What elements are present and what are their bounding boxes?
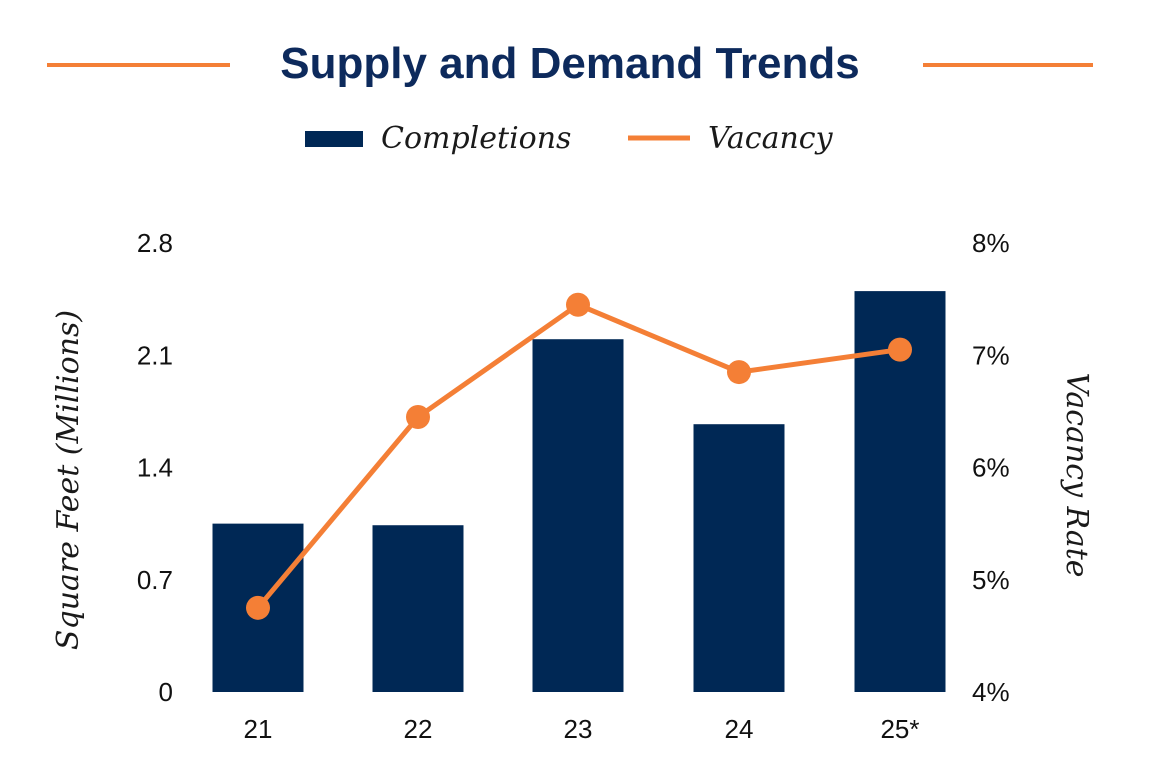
y-left-tick-label: 2.1 — [137, 340, 173, 370]
y-right-axis-title: Vacancy Rate — [1059, 372, 1094, 577]
y-right-tick-labels: 4% 5% 6% 7% 8% — [972, 228, 1010, 707]
legend-label-completions: Completions — [381, 121, 571, 156]
y-left-tick-label: 0 — [159, 677, 173, 707]
legend-label-vacancy: Vacancy — [708, 121, 834, 156]
completions-bar — [693, 424, 785, 692]
x-tick-label: 22 — [404, 714, 433, 744]
x-tick-label: 21 — [244, 714, 273, 744]
y-right-tick-label: 4% — [972, 677, 1010, 707]
legend-swatch-completions — [305, 131, 363, 147]
y-left-tick-label: 1.4 — [137, 453, 173, 483]
legend: Completions Vacancy — [305, 121, 834, 156]
vacancy-point — [727, 360, 751, 385]
y-left-axis-title: Square Feet (Millions) — [51, 310, 86, 650]
vacancy-line-series — [246, 292, 912, 620]
x-tick-labels: 21 22 23 24 25* — [244, 714, 920, 744]
y-right-tick-label: 7% — [972, 340, 1010, 370]
chart-title: Supply and Demand Trends — [280, 39, 859, 88]
completions-bars — [212, 291, 946, 692]
y-left-tick-label: 2.8 — [137, 228, 173, 258]
y-right-tick-label: 8% — [972, 228, 1010, 258]
vacancy-point — [888, 337, 912, 362]
vacancy-point — [246, 595, 270, 620]
y-left-tick-labels: 0 0.7 1.4 2.1 2.8 — [137, 228, 173, 707]
y-right-tick-label: 5% — [972, 565, 1010, 595]
completions-bar — [532, 339, 624, 692]
completions-bar — [372, 525, 464, 692]
vacancy-point — [566, 292, 590, 317]
x-tick-label: 23 — [564, 714, 593, 744]
y-right-tick-label: 6% — [972, 453, 1010, 483]
vacancy-point — [406, 404, 430, 429]
x-tick-label: 25* — [880, 714, 919, 744]
y-left-tick-label: 0.7 — [137, 565, 173, 595]
x-tick-label: 24 — [725, 714, 754, 744]
